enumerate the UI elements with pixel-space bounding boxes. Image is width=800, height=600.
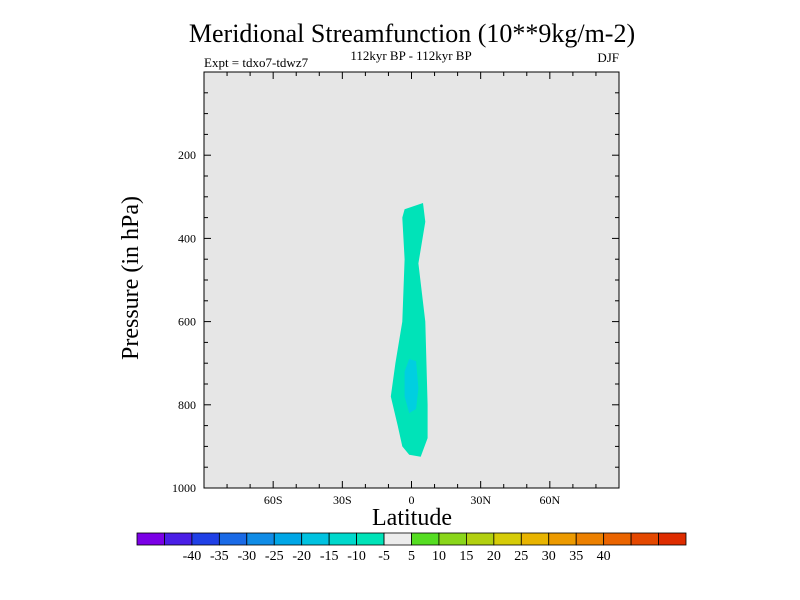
colorbar-swatch (411, 532, 440, 546)
colorbar-label: -20 (292, 549, 311, 564)
colorbar-swatch (548, 532, 577, 546)
colorbar-label: -25 (265, 549, 284, 564)
y-tick-label: 800 (178, 398, 196, 412)
x-tick-label: 60N (539, 493, 560, 507)
colorbar-swatch (136, 532, 165, 546)
experiment-label: Expt = tdxo7-tdwz7 (204, 55, 309, 70)
colorbar-label: -40 (183, 549, 202, 564)
colorbar-label: 5 (408, 549, 415, 564)
colorbar-swatch (630, 532, 659, 546)
colorbar-swatch (520, 532, 550, 546)
colorbar-swatch (301, 532, 330, 546)
contour-region-0 (390, 203, 428, 457)
colorbar-label: 35 (569, 549, 583, 564)
colorbar-swatch (575, 532, 605, 546)
colorbar-label: -10 (347, 549, 366, 564)
colorbar-label: -15 (320, 549, 339, 564)
season-label: DJF (597, 50, 619, 65)
colorbar-swatch (356, 532, 385, 546)
contour-region-1 (404, 359, 419, 414)
y-tick-label: 1000 (172, 481, 196, 495)
colorbar-swatch (438, 532, 467, 546)
y-tick-label: 200 (178, 148, 196, 162)
colorbar: -40 -35 -30 -25 -20 -15 -10 -5 5 10 15 20 25 30 35 40 (136, 532, 687, 564)
colorbar-swatch (164, 532, 193, 546)
colorbar-swatch (603, 532, 632, 546)
colorbar-swatch (191, 532, 220, 546)
colorbar-label: 25 (514, 549, 528, 564)
colorbar-swatch (273, 532, 303, 546)
y-axis-ticks: 200 400 600 800 1000 (172, 92, 619, 495)
colorbar-label: 15 (459, 549, 473, 564)
colorbar-label: -5 (378, 549, 390, 564)
colorbar-label: 30 (542, 549, 556, 564)
colorbar-swatch (246, 532, 275, 546)
x-tick-label: 0 (409, 493, 415, 507)
colorbar-swatch (493, 532, 522, 546)
colorbar-swatch (465, 532, 495, 546)
x-axis-label: Latitude (372, 505, 452, 531)
x-tick-label: 60S (264, 493, 283, 507)
y-tick-label: 400 (178, 231, 196, 245)
chart-subtitle: 112kyr BP - 112kyr BP (350, 48, 471, 63)
x-tick-label: 30N (470, 493, 491, 507)
colorbar-swatch (658, 532, 687, 546)
colorbar-swatch (328, 532, 357, 546)
y-axis-label: Pressure (in hPa) (118, 196, 144, 360)
x-tick-label: 30S (333, 493, 352, 507)
colorbar-label: 20 (487, 549, 501, 564)
colorbar-label: -30 (237, 549, 256, 564)
colorbar-label: -35 (210, 549, 229, 564)
contour-fills (390, 203, 428, 457)
x-axis-ticks: 60S 30S 0 30N 60N (226, 72, 597, 507)
chart-title: Meridional Streamfunction (10**9kg/m-2) (189, 19, 635, 48)
colorbar-swatch (383, 532, 412, 546)
colorbar-swatch (218, 532, 248, 546)
colorbar-label: 40 (597, 549, 611, 564)
y-tick-label: 600 (178, 315, 196, 329)
colorbar-label: 10 (432, 549, 446, 564)
